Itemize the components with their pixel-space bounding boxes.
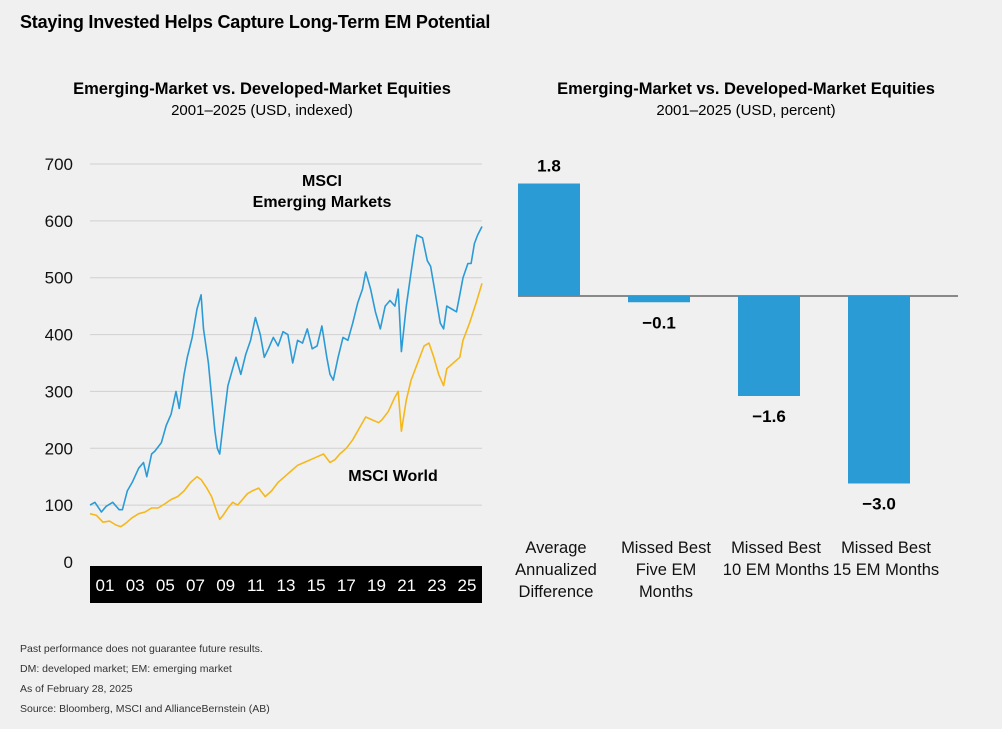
x-tick-label: 09	[216, 576, 235, 595]
left-chart-subtitle: 2001–2025 (USD, indexed)	[171, 102, 353, 119]
x-tick-label: 19	[367, 576, 386, 595]
y-tick-label: 400	[45, 326, 73, 345]
bar	[738, 296, 800, 396]
y-tick-label: 300	[45, 382, 73, 401]
y-tick-label: 600	[45, 212, 73, 231]
x-tick-label: 13	[277, 576, 296, 595]
bar-category-label: Missed Best	[621, 539, 711, 557]
y-tick-label: 200	[45, 439, 73, 458]
bar-value-label: −0.1	[642, 313, 676, 332]
bar-category-label: Difference	[519, 583, 594, 601]
bar	[848, 296, 910, 484]
bar-category-label: Average	[525, 539, 586, 557]
page-title: Staying Invested Helps Capture Long-Term…	[20, 12, 491, 32]
x-tick-label: 01	[96, 576, 115, 595]
bar-category-label: Annualized	[515, 561, 597, 579]
y-tick-label: 700	[45, 155, 73, 174]
bar-value-label: 1.8	[537, 157, 561, 176]
footnotes: Past performance does not guarantee futu…	[20, 642, 270, 722]
world-series-line	[89, 283, 483, 528]
y-tick-label: 0	[64, 553, 73, 572]
bar-value-label: −3.0	[862, 495, 896, 514]
x-tick-label: 23	[427, 576, 446, 595]
footnote-abbreviations: DM: developed market; EM: emerging marke…	[20, 663, 232, 675]
y-tick-label: 100	[45, 496, 73, 515]
bar-category-label: Missed Best	[841, 539, 931, 557]
em-series-label: Emerging Markets	[253, 194, 392, 211]
x-tick-label: 15	[307, 576, 326, 595]
footnote-source: Source: Bloomberg, MSCI and AllianceBern…	[20, 703, 270, 715]
x-tick-label: 17	[337, 576, 356, 595]
bar-category-label: 10 EM Months	[723, 561, 829, 579]
bar	[628, 296, 690, 303]
x-tick-label: 05	[156, 576, 175, 595]
em-series-line	[89, 226, 483, 513]
y-tick-label: 500	[45, 269, 73, 288]
x-tick-label: 25	[458, 576, 477, 595]
footnote-disclaimer: Past performance does not guarantee futu…	[20, 643, 263, 655]
bar	[518, 183, 580, 296]
x-axis-band	[90, 566, 482, 603]
charts-canvas: 700 600 500 400 300 200 100 0 01 03 05 07 09 11 13 15 17…	[45, 155, 958, 603]
left-chart-heading: Emerging-Market vs. Developed-Market Equ…	[32, 80, 492, 119]
x-tick-label: 11	[247, 576, 265, 595]
right-chart-heading: Emerging-Market vs. Developed-Market Equ…	[516, 80, 976, 119]
world-series-label: MSCI World	[348, 468, 437, 485]
bar-category-label: 15 EM Months	[833, 561, 939, 579]
right-chart-title: Emerging-Market vs. Developed-Market Equ…	[557, 80, 935, 98]
footnote-date: As of February 28, 2025	[20, 683, 133, 695]
bar-category-label: Missed Best	[731, 539, 821, 557]
bar-value-label: −1.6	[752, 407, 786, 426]
bar-category-label: Five EM	[636, 561, 697, 579]
x-tick-label: 21	[397, 576, 416, 595]
right-chart-subtitle: 2001–2025 (USD, percent)	[656, 102, 836, 119]
x-tick-label: 03	[126, 576, 145, 595]
bar-category-label: Months	[639, 583, 693, 601]
x-tick-label: 07	[186, 576, 205, 595]
em-series-label: MSCI	[302, 173, 342, 190]
left-chart-title: Emerging-Market vs. Developed-Market Equ…	[73, 80, 451, 98]
